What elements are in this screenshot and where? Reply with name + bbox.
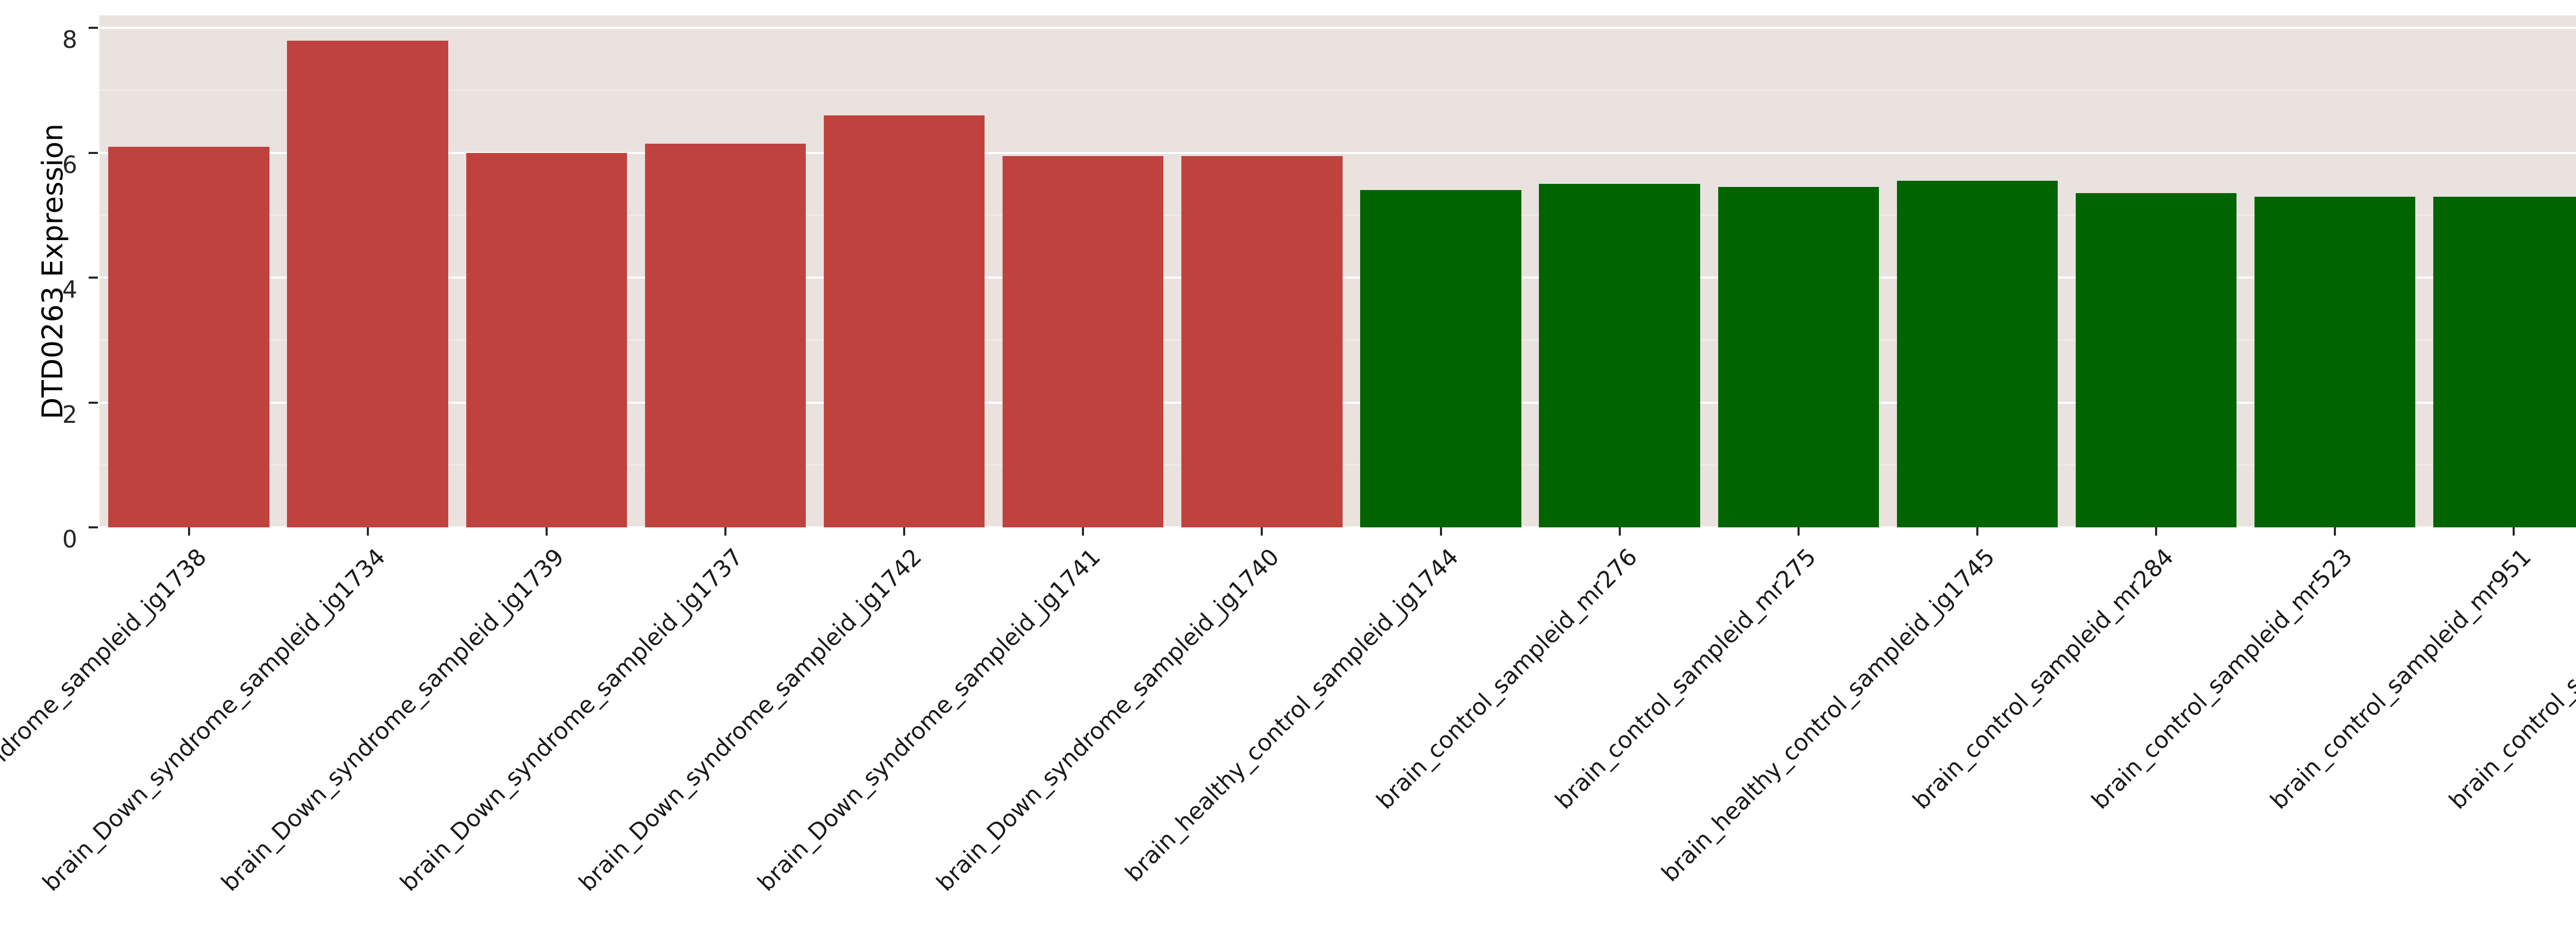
y-tick-mark xyxy=(89,151,98,154)
x-tick-mark xyxy=(903,527,906,536)
x-tick-mark xyxy=(1618,527,1621,536)
x-tick-label: brain_Down_syndrome_sampleid_jg1742 xyxy=(573,543,927,897)
bar xyxy=(1718,187,1879,527)
bar xyxy=(287,40,448,527)
y-tick-label: 2 xyxy=(62,400,77,428)
x-tick-mark xyxy=(2513,527,2515,536)
bar xyxy=(645,143,806,527)
bar xyxy=(2075,193,2237,527)
x-tick-label: brain_Down_syndrome_sampleid_jg1734 xyxy=(37,543,391,897)
x-tick-label: brain_healthy_control_sampleid_jg1744 xyxy=(1120,543,1464,887)
x-tick-mark xyxy=(2155,527,2158,536)
y-tick-mark xyxy=(89,277,98,279)
y-tick-label: 8 xyxy=(62,26,77,54)
x-tick-label: brain_Down_syndrome_sampleid_jg1740 xyxy=(931,543,1285,897)
y-tick-label: 4 xyxy=(62,276,77,304)
bar xyxy=(1896,181,2058,527)
bar xyxy=(1360,190,1521,527)
y-tick-label: 6 xyxy=(62,150,77,179)
x-tick-label: brain_Down_syndrome_sampleid_jg1737 xyxy=(395,543,749,897)
x-tick-mark xyxy=(1261,527,1263,536)
x-tick-mark xyxy=(1797,527,1800,536)
x-tick-label: brain_Down_syndrome_sampleid_jg1739 xyxy=(215,543,569,897)
x-tick-mark xyxy=(2334,527,2336,536)
bar xyxy=(1003,156,1164,527)
x-tick-mark xyxy=(188,527,190,536)
x-tick-label: brain_Down_syndrome_sampleid_jg1741 xyxy=(752,543,1106,897)
y-tick-mark xyxy=(89,401,98,404)
x-tick-mark xyxy=(1976,527,1978,536)
major-gridline xyxy=(99,27,2576,29)
bar xyxy=(1181,156,1343,527)
y-tick-mark xyxy=(89,526,98,528)
minor-gridline xyxy=(99,90,2576,91)
bar xyxy=(466,152,628,527)
plot-area xyxy=(99,15,2576,527)
bar xyxy=(108,146,269,527)
bar xyxy=(1539,184,1700,527)
bar xyxy=(2433,196,2576,527)
x-tick-label: brain_healthy_control_sampleid_jg1745 xyxy=(1656,543,2000,887)
x-tick-mark xyxy=(724,527,726,536)
x-tick-mark xyxy=(1082,527,1084,536)
x-tick-mark xyxy=(1439,527,1442,536)
y-tick-label: 0 xyxy=(62,525,77,553)
x-tick-mark xyxy=(545,527,548,536)
bar xyxy=(823,115,985,527)
x-tick-mark xyxy=(366,527,369,536)
bar xyxy=(2254,196,2416,527)
y-tick-mark xyxy=(89,27,98,29)
